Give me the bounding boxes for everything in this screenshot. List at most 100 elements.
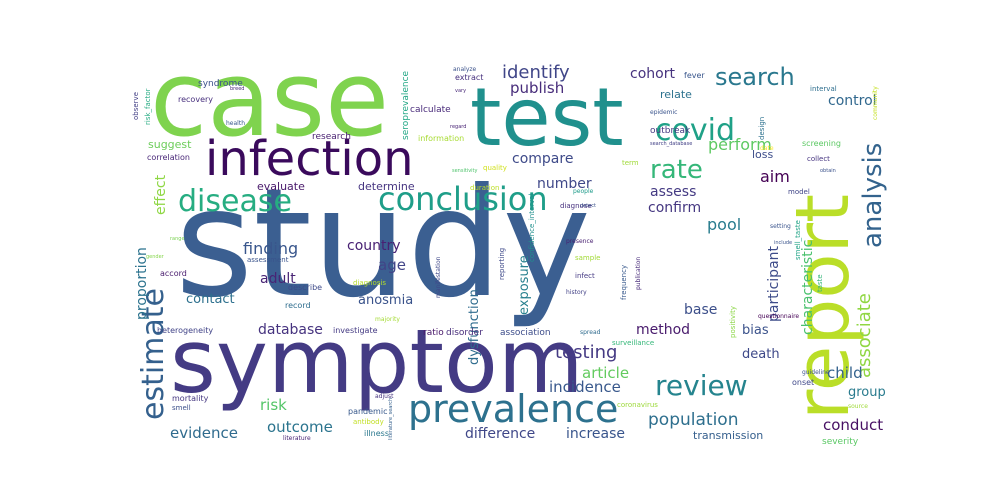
word-literature-search: literature_search [388, 398, 394, 440]
word-taste: taste [816, 274, 824, 292]
word-group: group [848, 385, 886, 400]
word-date: date [760, 145, 774, 152]
word-association: association [500, 328, 551, 338]
word-identify: identify [502, 62, 570, 83]
word-cohort: cohort [630, 66, 675, 82]
word-smell-taste: smell_taste [794, 220, 802, 260]
word-country: country [347, 238, 401, 254]
word-difference: difference [465, 426, 535, 442]
word-control: control [828, 93, 877, 109]
word-confirm: confirm [648, 200, 701, 216]
word-mortality: mortality [172, 394, 209, 403]
word-model: model [788, 188, 810, 196]
word-illness: illness [364, 429, 389, 438]
word-accord: accord [160, 269, 187, 278]
word-design: design [758, 117, 766, 140]
word-manifestation: manifestation [435, 256, 442, 298]
word-questionnaire: questionnaire [758, 313, 799, 320]
word-heterogeneity: heterogeneity [157, 326, 213, 335]
word-epidemic: epidemic [650, 109, 677, 116]
word-guideline: guideline [802, 369, 830, 376]
word-age: age [378, 256, 406, 274]
word-search-database: search_database [650, 141, 692, 147]
word-fever: fever [684, 71, 705, 80]
word-finding: finding [243, 239, 298, 258]
word-quality: quality [483, 164, 507, 172]
word-estimate: estimate [136, 288, 171, 420]
word-perform: perform [708, 135, 772, 154]
word-bias: bias [742, 323, 769, 338]
word-extract: extract [455, 73, 483, 82]
word-aim: aim [760, 167, 790, 186]
word-participant: participant [766, 245, 782, 322]
word-dysfunction: dysfunction [467, 289, 482, 365]
word-setting: setting [770, 223, 791, 230]
word-collect: collect [807, 155, 830, 163]
word-pandemic: pandemic [348, 407, 387, 416]
word-term: term [622, 159, 639, 167]
word-duration: duration [470, 184, 499, 192]
word-antibody: antibody [353, 418, 384, 426]
word-obtain: obtain [820, 168, 836, 174]
word-adult: adult [260, 271, 296, 287]
word-source: source [848, 403, 868, 410]
word-research: research [312, 132, 351, 142]
word-describe: describe [288, 283, 322, 292]
word-outbreak: outbreak [650, 126, 691, 136]
word-calculate: calculate [410, 105, 451, 115]
word-disease: disease [178, 184, 292, 219]
word-search: search [715, 63, 795, 91]
word-onset: onset [792, 378, 814, 387]
word-increase: increase [566, 426, 625, 442]
word-seroprevalence: seroprevalence [401, 70, 411, 140]
word-infect: infect [575, 272, 595, 280]
word-diagnosis: diagnosis [353, 279, 386, 287]
word-screening: screening [802, 139, 841, 148]
word-gender: gender [146, 254, 165, 260]
word-compare: compare [512, 151, 573, 167]
word-risk-factor: risk_factor [144, 88, 152, 125]
word-exposure: exposure [517, 255, 532, 315]
word-literature: literature [283, 435, 311, 442]
word-presence: presence [566, 238, 594, 245]
word-symptom: symptom [170, 310, 584, 413]
word-observe: observe [132, 92, 140, 120]
word-syndrome: syndrome [198, 79, 243, 89]
word-anosmia: anosmia [358, 293, 413, 308]
word-include: include [774, 240, 792, 246]
word-loss: loss [752, 148, 774, 161]
word-disorder: disorder [446, 328, 483, 338]
word-information: information [418, 134, 464, 143]
word-history: history [566, 289, 587, 296]
word-associate: associate [854, 293, 875, 378]
word-test: test [470, 71, 624, 164]
word-spread: spread [580, 329, 601, 336]
word-evidence: evidence [170, 424, 238, 442]
word-relate: relate [660, 88, 692, 101]
word-number: number [537, 176, 592, 192]
word-evaluate: evaluate [257, 180, 305, 193]
word-record: record [285, 301, 311, 310]
word-community: community [872, 86, 879, 120]
word-child: child [827, 364, 863, 382]
word-assess: assess [650, 184, 696, 200]
word-characteristic: characteristic [800, 240, 816, 335]
word-coronavirus: coronavirus [617, 401, 658, 409]
word-majority: majority [375, 316, 400, 323]
word-sample: sample [575, 254, 600, 262]
word-infection: infection [205, 131, 414, 187]
word-publish: publish [510, 79, 564, 97]
word-method: method [636, 322, 690, 338]
word-study: study [175, 157, 591, 331]
word-review: review [655, 369, 748, 402]
word-vary: vary [455, 88, 466, 94]
word-article: article [582, 364, 629, 382]
word-investigate: investigate [333, 326, 378, 335]
word-population: population [648, 410, 738, 430]
word-incidence: incidence [549, 378, 621, 396]
word-determine: determine [358, 180, 415, 193]
word-conduct: conduct [823, 416, 883, 434]
word-death: death [742, 347, 780, 362]
word-range: range [170, 236, 185, 242]
